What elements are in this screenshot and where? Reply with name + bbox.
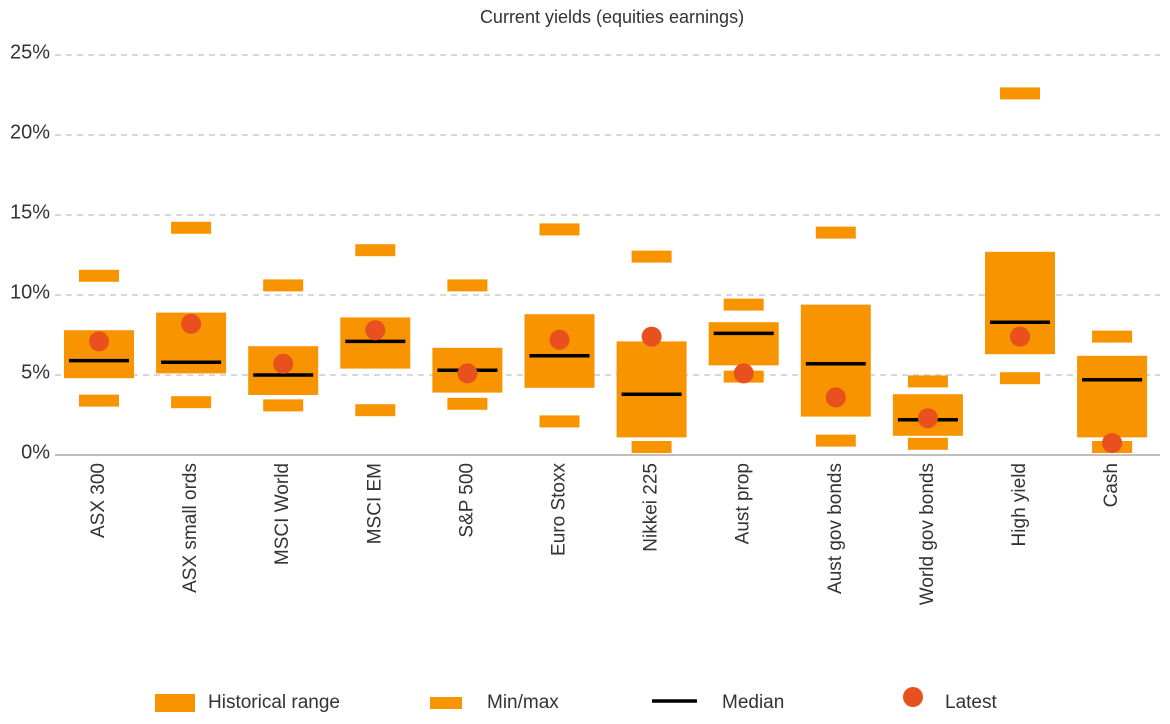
range-box (1077, 355, 1148, 438)
range-box (708, 322, 779, 366)
range-box (524, 314, 595, 388)
legend-label: Median (722, 692, 784, 713)
max-bar (907, 375, 948, 388)
x-tick-label: MSCI World (272, 463, 293, 565)
min-bar (539, 415, 580, 428)
min-bar (79, 394, 119, 407)
min-bar (1000, 372, 1040, 385)
max-bar (79, 269, 119, 282)
max-bar (447, 279, 488, 292)
min-bar (171, 396, 212, 409)
legend-swatch (430, 697, 462, 709)
min-bar (815, 434, 856, 447)
min-bar (907, 437, 948, 450)
max-bar (1092, 330, 1133, 343)
x-tick-label: ASX small ords (180, 463, 201, 593)
legend-swatch (155, 694, 195, 712)
latest-dot (825, 387, 846, 408)
min-bar (355, 404, 396, 417)
x-tick-label: Nikkei 225 (641, 463, 662, 552)
latest-dot (1010, 326, 1030, 347)
max-bar (723, 298, 764, 311)
chart-title: Current yields (equities earnings) (480, 7, 744, 27)
min-bar (631, 441, 672, 453)
min-bar (447, 397, 488, 410)
max-bar (171, 221, 212, 234)
x-tick-label: World gov bonds (917, 463, 938, 605)
legend-label: Min/max (487, 692, 559, 713)
x-tick-label: ASX 300 (88, 463, 109, 538)
x-tick-label: Aust gov bonds (825, 463, 846, 594)
min-bar (263, 399, 304, 412)
latest-dot (549, 329, 570, 350)
legend-label: Latest (945, 692, 997, 713)
latest-dot (733, 363, 754, 384)
y-tick-label: 0% (21, 441, 50, 463)
legend-swatch (903, 687, 923, 707)
max-bar (815, 226, 856, 239)
y-tick-label: 25% (10, 41, 50, 63)
x-tick-label: High yield (1009, 463, 1030, 546)
x-tick-label: Aust prop (733, 463, 754, 544)
y-tick-label: 20% (10, 121, 50, 143)
latest-dot (273, 353, 294, 374)
latest-dot (89, 331, 109, 352)
max-bar (631, 250, 672, 263)
latest-dot (917, 408, 938, 429)
y-tick-label: 10% (10, 281, 50, 303)
range-box (616, 341, 687, 438)
y-tick-label: 5% (21, 361, 50, 383)
max-bar (263, 279, 304, 292)
legend-label: Historical range (208, 692, 340, 713)
x-tick-label: MSCI EM (364, 463, 385, 544)
y-tick-label: 15% (10, 201, 50, 223)
latest-dot (457, 363, 478, 384)
latest-dot (641, 326, 662, 347)
x-tick-label: Euro Stoxx (549, 463, 570, 556)
max-bar (355, 244, 396, 257)
latest-dot (1102, 433, 1123, 453)
max-bar (1000, 87, 1040, 100)
x-tick-label: S&P 500 (456, 463, 477, 538)
latest-dot (365, 320, 386, 341)
max-bar (539, 223, 580, 236)
latest-dot (181, 313, 202, 334)
x-tick-label: Cash (1101, 463, 1122, 507)
